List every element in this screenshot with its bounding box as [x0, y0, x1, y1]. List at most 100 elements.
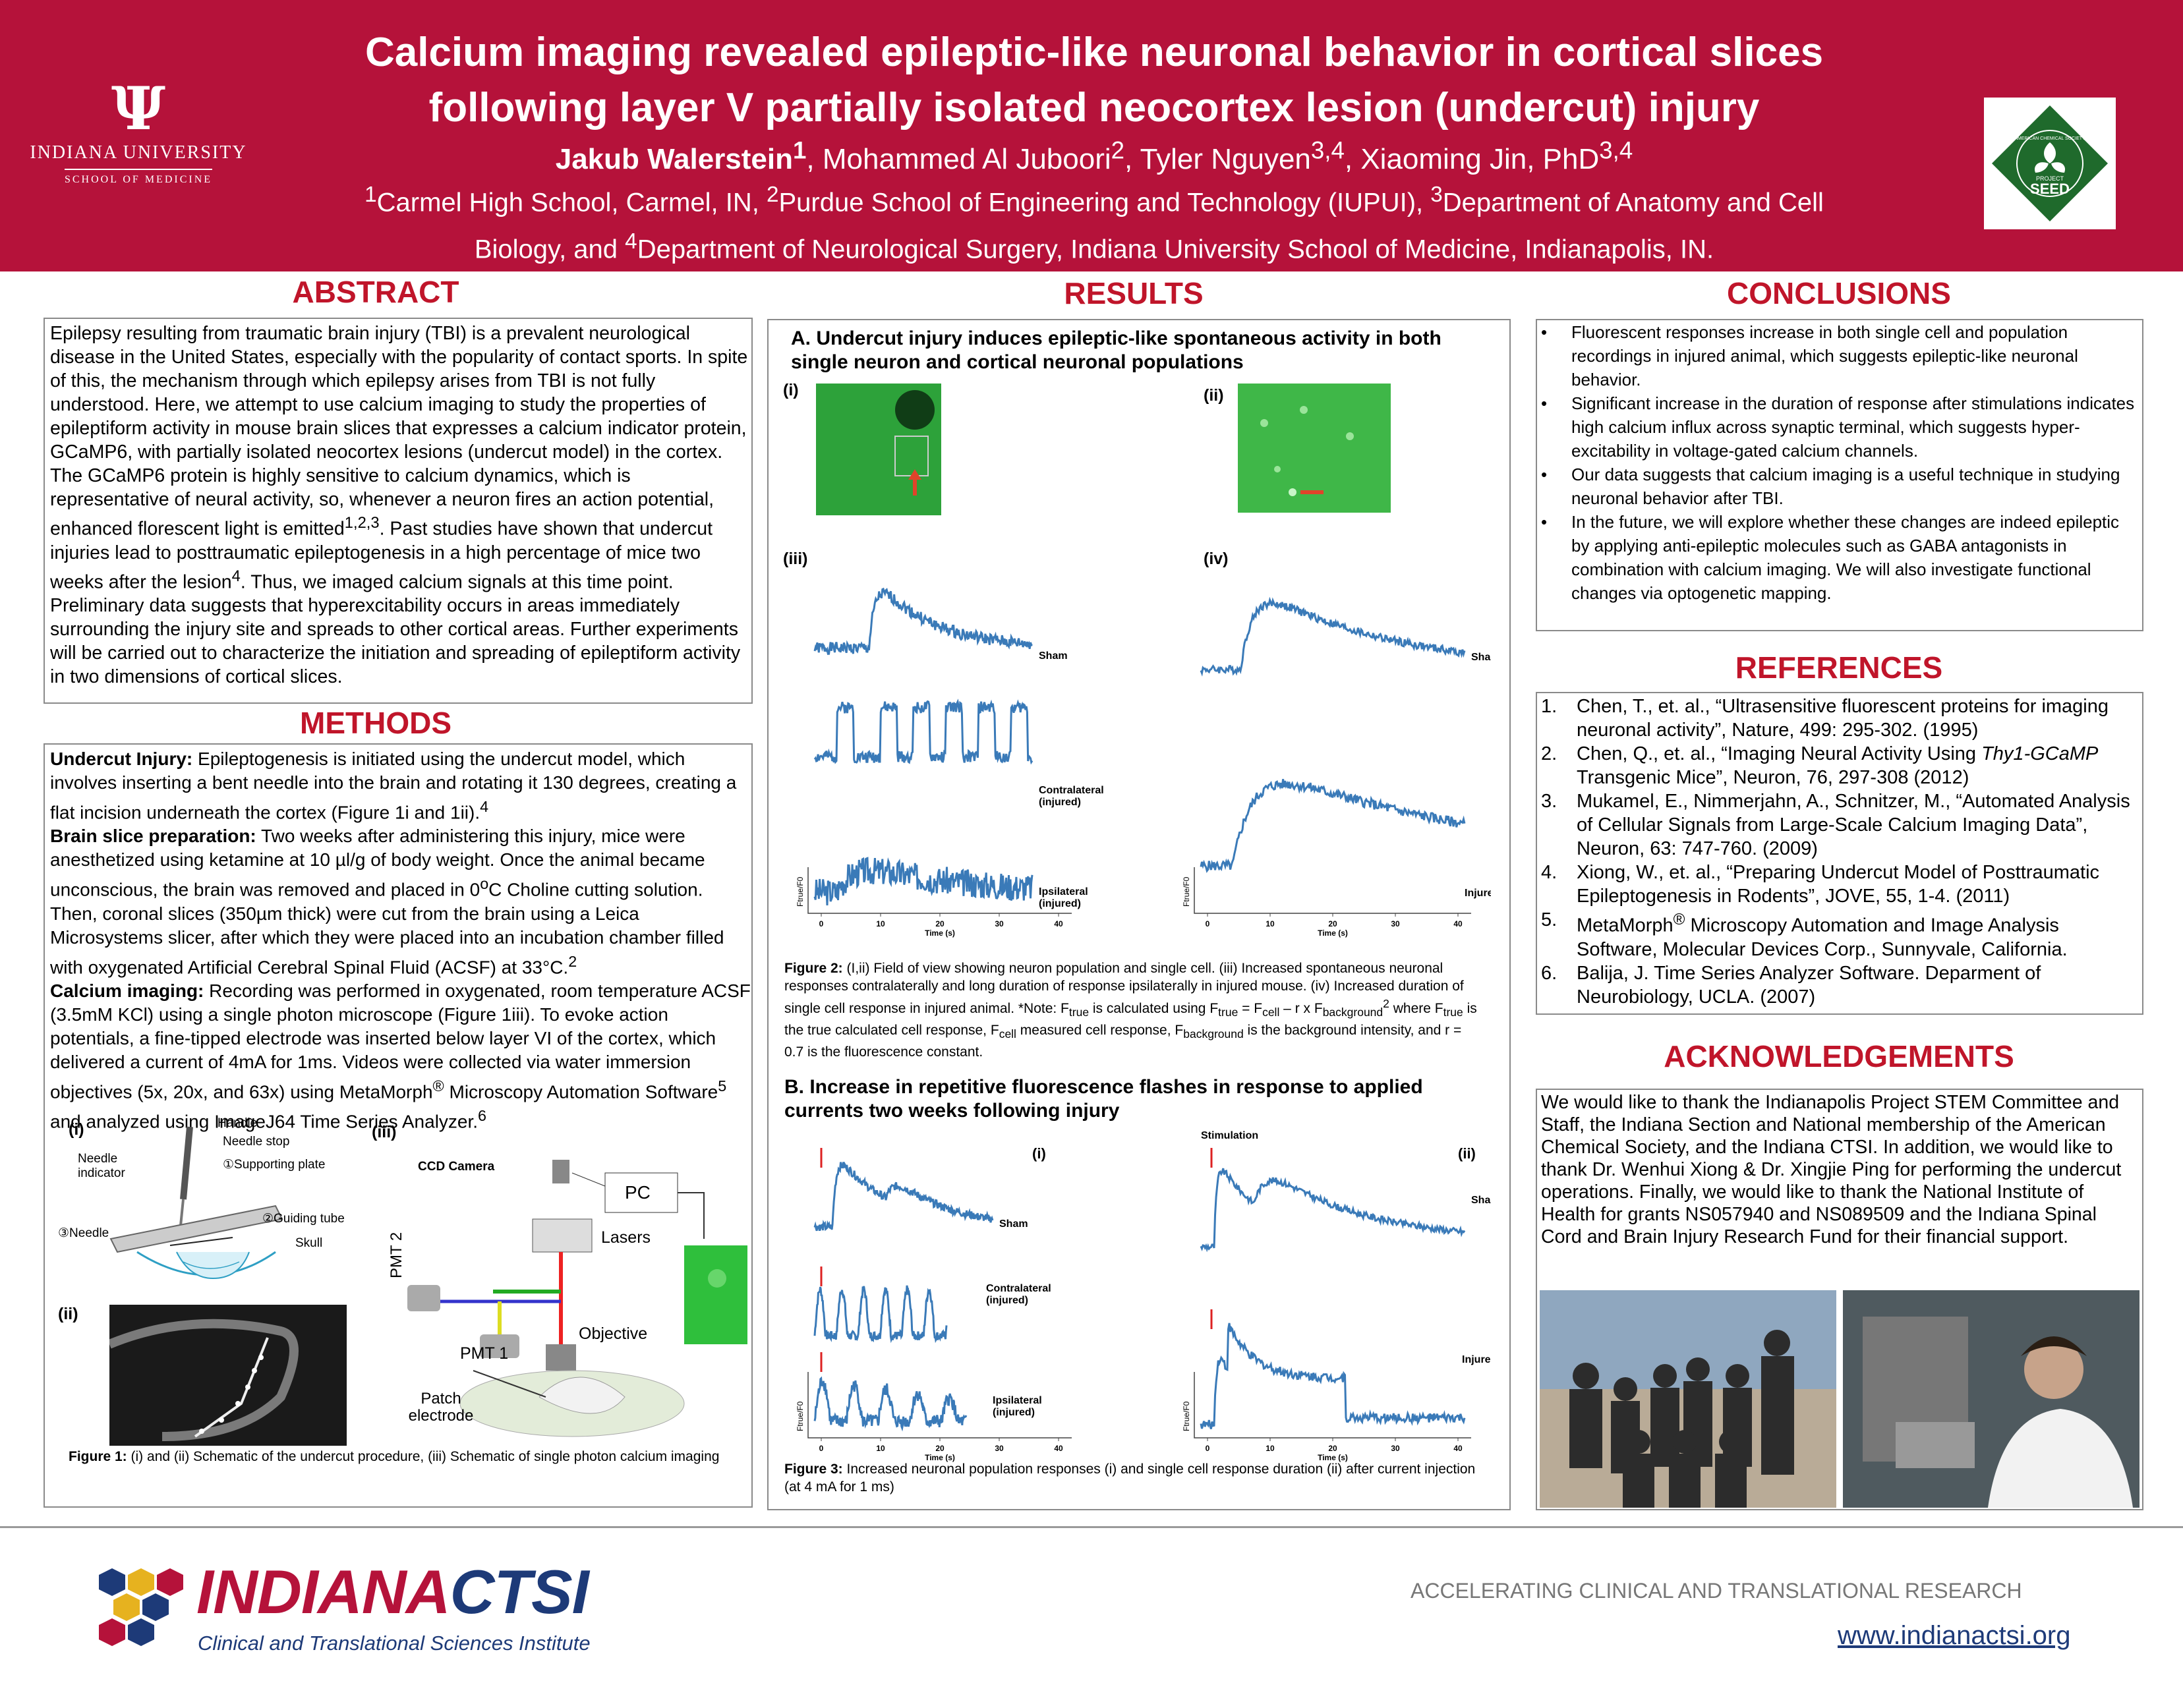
seed-diamond-icon: PROJECT SEED AMERICAN CHEMICAL SOCIETY [1989, 103, 2110, 224]
tick-label: 10 [1266, 1444, 1275, 1453]
conclusion-item: • Fluorescent responses increase in both … [1537, 320, 2137, 391]
label-needle: ③Needle [58, 1226, 109, 1240]
axes-b-ii [1194, 1372, 1471, 1438]
tick-label: 30 [1391, 1444, 1400, 1453]
panel-b-ii-label: (ii) [1458, 1145, 1476, 1162]
references-box: 1. Chen, T., et. al., “Ultrasensitive flu… [1536, 692, 2143, 1015]
tick-label: 0 [819, 919, 824, 928]
label-supporting-plate: ①Supporting plate [223, 1158, 326, 1172]
ctsi-word-ctsi: CTSI [450, 1557, 589, 1626]
stimulation-label: Stimulation [1201, 1130, 1258, 1141]
trace-b-single-sham [1200, 1168, 1466, 1253]
y-axis-label: Ftrue/F0 [796, 876, 805, 907]
reference-item: 1. Chen, T., et. al., “Ultrasensitive flu… [1541, 696, 2109, 741]
methods-title: METHODS [300, 706, 451, 740]
trace-b-sham [813, 1161, 994, 1232]
fig3-caption: Figure 3: Increased neuronal population … [784, 1462, 1476, 1494]
label-handle: Handle [218, 1116, 258, 1130]
trace-label-b-ipsilateral-2: (injured) [993, 1407, 1035, 1418]
trace-single-injured [1200, 779, 1466, 873]
references-list: 1. Chen, T., et. al., “Ultrasensitive flu… [1537, 695, 2137, 1009]
results-a-title: A. Undercut injury induces epileptic-lik… [791, 327, 1441, 373]
ctsi-word-indiana: INDIANA [196, 1557, 451, 1626]
trace-label-ipsilateral: Ipsilateral [1039, 886, 1088, 897]
trace-b-contralateral [813, 1285, 948, 1344]
tick-label: 10 [876, 919, 885, 928]
undercut-photo [109, 1305, 347, 1446]
fig1-label-iii: (iii) [372, 1123, 397, 1141]
project-seed-logo: PROJECT SEED AMERICAN CHEMICAL SOCIETY [1984, 98, 2116, 229]
x-axis-label: Time (s) [1318, 928, 1348, 938]
conclusions-box: • Fluorescent responses increase in both … [1536, 319, 2143, 631]
trace-label-b-contralateral-2: (injured) [986, 1295, 1028, 1306]
author-3: Tyler Nguyen3,4 [1140, 136, 1345, 175]
reference-item: 6. Balija, J. Time Series Analyzer Softwa… [1541, 962, 2041, 1008]
iu-trident-icon: Ψ [111, 74, 166, 144]
y-axis-label: Ftrue/F0 [1182, 876, 1191, 907]
label-patch-electrode: Patch electrode [408, 1390, 474, 1425]
acknowledgements-box: We would like to thank the Indianapolis … [1536, 1089, 2143, 1510]
trace-b-single-injured [1200, 1323, 1466, 1430]
title-line-1: Calcium imaging revealed epileptic-like … [364, 30, 1824, 75]
reference-item: 5. MetaMorph® Microscopy Automation and I… [1541, 909, 2068, 960]
title-line-2: following layer V partially isolated neo… [428, 85, 1760, 130]
fig2-caption: Figure 2: (I,ii) Field of view showing n… [784, 961, 1477, 1060]
y-axis-label: Ftrue/F0 [1182, 1401, 1191, 1431]
abstract-title: ABSTRACT [292, 275, 459, 309]
trace-label-contralateral: Contralateral [1039, 785, 1104, 796]
label-needle-indicator: Needle indicator [78, 1152, 125, 1180]
axes-a-iii [807, 867, 1072, 914]
panel-a-iv-label: (iv) [1204, 550, 1229, 568]
trace-sham [813, 587, 1033, 655]
reference-item: 4. Xiong, W., et. al., “Preparing Undercu… [1541, 862, 2100, 907]
plot-a-iii: ShamContralateral(injured)Ipsilateral(in… [796, 587, 1104, 938]
panel-a-ii-label: (ii) [1204, 386, 1224, 405]
conclusions-list: • Fluorescent responses increase in both … [1537, 320, 2137, 605]
x-axis-label: Time (s) [925, 1453, 955, 1462]
x-axis-label: Time (s) [1318, 1453, 1348, 1462]
field-of-view-population [816, 384, 941, 515]
abstract-text: Epilepsy resulting from traumatic brain … [50, 323, 748, 687]
footer-rule [0, 1526, 2183, 1528]
abstract-box: Epilepsy resulting from traumatic brain … [44, 318, 753, 704]
acknowledgements-title: ACKNOWLEDGEMENTS [1664, 1039, 2014, 1073]
fig1-label-ii: (ii) [58, 1305, 78, 1323]
conclusion-item: • Significant increase in the duration of… [1537, 391, 2137, 463]
ctsi-subtitle: Clinical and Translational Sciences Inst… [198, 1632, 591, 1655]
bullet-icon: • [1541, 512, 1548, 532]
methods-box: Undercut Injury: Epileptogenesis is init… [44, 743, 753, 1508]
trace-label-ipsilateral-2: (injured) [1039, 898, 1081, 909]
tick-label: 20 [1328, 919, 1337, 928]
label-objective: Objective [579, 1324, 648, 1343]
label-pc: PC [625, 1182, 651, 1203]
trace-label-single-injured: Injured [1465, 888, 1491, 899]
tick-label: 30 [995, 919, 1004, 928]
panel-a-i-label: (i) [783, 381, 799, 399]
results-box: A. Undercut injury induces epileptic-lik… [767, 319, 1511, 1510]
tick-label: 10 [876, 1444, 885, 1453]
fig1-label-i: (i) [69, 1120, 84, 1139]
references-title: REFERENCES [1735, 650, 1943, 685]
header-banner: Ψ INDIANA UNIVERSITY SCHOOL OF MEDICINE … [0, 0, 2183, 271]
axes-b-i [807, 1372, 1072, 1438]
footer-tagline: ACCELERATING CLINICAL AND TRANSLATIONAL … [1411, 1579, 2022, 1603]
field-of-view-single-cell [1238, 384, 1391, 513]
label-needle-stop: Needle stop [223, 1135, 290, 1149]
plot-b-ii: Stimulation (ii) Sham Injured 0 10 20 30 40 Time … [1182, 1130, 1491, 1462]
iu-logo: Ψ INDIANA UNIVERSITY SCHOOL OF MEDICINE [20, 79, 257, 186]
label-ccd: CCD Camera [418, 1160, 495, 1174]
tick-label: 40 [1453, 919, 1463, 928]
trace-label-contralateral-2: (injured) [1039, 797, 1081, 808]
figure-1: (i) (iii) (ii) Handle Needle stop Needle… [45, 1114, 750, 1483]
axes-a-iv [1194, 867, 1471, 914]
tick-label: 40 [1054, 919, 1063, 928]
trace-b-ipsilateral [813, 1376, 968, 1432]
tick-label: 40 [1054, 1444, 1063, 1453]
tick-label: 20 [935, 919, 945, 928]
svg-text:PROJECT: PROJECT [2036, 175, 2064, 182]
footer-url-link[interactable]: www.indianactsi.org [1838, 1621, 2071, 1650]
conclusion-item: • In the future, we will explore whether … [1537, 510, 2137, 605]
bullet-icon: • [1541, 322, 1548, 342]
tick-label: 30 [1391, 919, 1400, 928]
tick-label: 30 [995, 1444, 1004, 1453]
